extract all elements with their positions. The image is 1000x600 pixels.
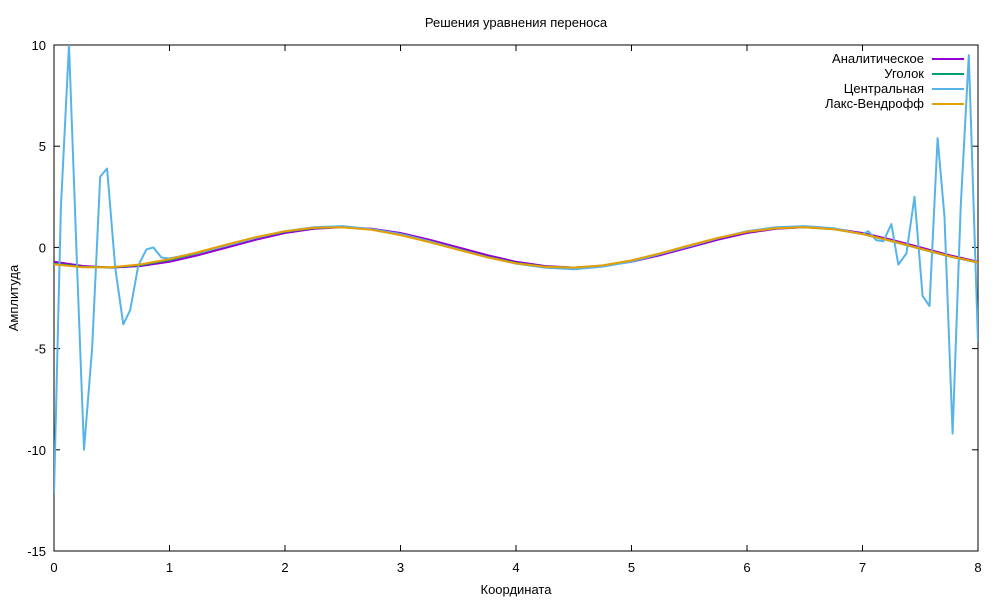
series-line-3 [54,45,978,495]
x-tick-label: 2 [281,560,288,575]
x-axis-label: Координата [481,582,553,597]
legend-label-4: Лакс-Вендрофф [825,96,924,111]
x-tick-label: 1 [166,560,173,575]
series-line-1 [54,226,978,269]
y-tick-label: -15 [27,544,46,559]
y-tick-label: -5 [34,342,46,357]
x-tick-label: 8 [974,560,981,575]
y-axis-label: Амплитуда [6,264,21,331]
plot-frame [53,44,979,552]
plot-area: 0 1 2 3 4 5 6 7 8 -15 -10 -5 0 5 10 [27,38,981,575]
legend-label-3: Центральная [844,81,924,96]
x-tick-label: 4 [512,560,519,575]
legend: АналитическоеУголокЦентральнаяЛакс-Вендр… [825,51,964,111]
chart-title: Решения уравнения переноса [425,15,608,30]
y-tick-label: 10 [32,38,46,53]
y-tick-label: -10 [27,443,46,458]
series-line-4 [54,226,978,269]
x-tick-label: 6 [743,560,750,575]
x-tick-label: 0 [50,560,57,575]
legend-label-2: Уголок [884,66,924,81]
y-tick-label: 5 [39,139,46,154]
y-tick-label: 0 [39,240,46,255]
x-tick-label: 3 [397,560,404,575]
x-tick-label: 5 [628,560,635,575]
series-group [54,45,978,495]
legend-label-1: Аналитическое [832,51,924,66]
x-tick-label: 7 [859,560,866,575]
